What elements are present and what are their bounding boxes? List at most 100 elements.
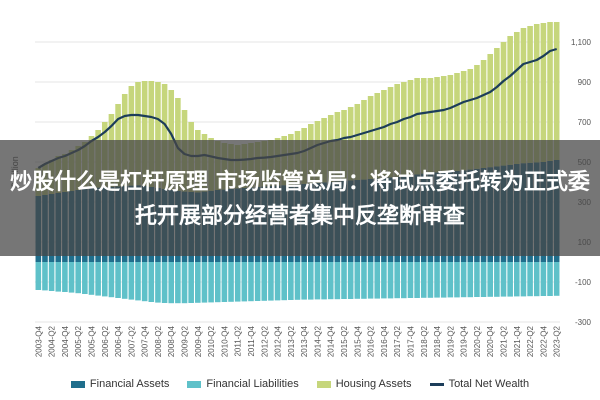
bar-housing-assets [161, 84, 168, 189]
bar-financial-liabilities [308, 262, 314, 300]
bar-financial-liabilities [520, 262, 527, 297]
x-tick-label: 2012-Q4 [274, 325, 283, 357]
y-tick-label: 700 [578, 118, 592, 127]
y-tick-label: -100 [575, 278, 592, 287]
x-tick-label: 2008-Q4 [167, 325, 176, 357]
bar-financial-liabilities [181, 262, 188, 304]
bar-financial-liabilities [195, 262, 201, 303]
x-tick-label: 2022-Q4 [539, 325, 548, 357]
bar-housing-assets [420, 78, 427, 174]
x-tick-label: 2014-Q2 [313, 325, 322, 357]
x-tick-label: 2013-Q4 [300, 325, 309, 357]
bar-housing-assets [520, 28, 527, 164]
bar-financial-liabilities [553, 262, 560, 296]
bar-housing-assets [540, 23, 547, 162]
bar-financial-liabilities [427, 262, 434, 298]
bar-housing-assets [407, 80, 414, 176]
bar-financial-liabilities [201, 262, 208, 303]
bar-housing-assets [454, 73, 460, 171]
x-tick-label: 2019-Q4 [460, 325, 469, 357]
bar-financial-liabilities [381, 262, 387, 299]
bar-housing-assets [533, 24, 540, 163]
bar-financial-liabilities [234, 262, 241, 302]
legend-item-financial-liabilities: Financial Liabilities [187, 378, 299, 390]
x-tick-label: 2018-Q2 [420, 325, 429, 357]
x-tick-label: 2011-Q4 [247, 325, 256, 356]
bar-financial-liabilities [407, 262, 414, 298]
bar-financial-liabilities [208, 262, 214, 303]
bar-housing-assets [507, 36, 513, 165]
bar-financial-liabilities [374, 262, 381, 299]
bar-housing-assets [387, 87, 394, 178]
bar-financial-liabilities [281, 262, 287, 301]
bar-financial-liabilities [460, 262, 467, 298]
bar-housing-assets [135, 82, 141, 186]
bar-financial-liabilities [75, 262, 81, 294]
bar-financial-liabilities [241, 262, 248, 302]
bar-financial-liabilities [62, 262, 68, 292]
bar-financial-liabilities [228, 262, 234, 302]
bar-financial-liabilities [42, 262, 48, 291]
bar-housing-assets [141, 81, 148, 186]
bar-housing-assets [480, 60, 487, 168]
bar-housing-assets [447, 75, 454, 172]
bar-housing-assets [527, 26, 533, 163]
bar-housing-assets [440, 76, 447, 172]
x-tick-label: 2006-Q4 [114, 325, 123, 357]
x-tick-label: 2020-Q2 [473, 325, 482, 357]
bar-financial-liabilities [168, 262, 175, 304]
bar-financial-liabilities [135, 262, 141, 301]
legend-label: Financial Liabilities [206, 378, 299, 390]
bar-financial-liabilities [55, 262, 62, 292]
bar-financial-liabilities [354, 262, 361, 299]
bar-housing-assets [427, 78, 434, 173]
bar-financial-liabilities [527, 262, 533, 297]
bar-financial-liabilities [314, 262, 321, 300]
x-tick-label: 2006-Q2 [101, 325, 110, 357]
bar-financial-liabilities [341, 262, 347, 299]
bar-financial-liabilities [141, 262, 148, 302]
bar-housing-assets [394, 84, 400, 177]
bar-financial-liabilities [214, 262, 221, 303]
legend-swatch [70, 380, 85, 388]
x-tick-label: 2014-Q4 [327, 325, 336, 357]
bar-financial-liabilities [48, 262, 55, 291]
bar-financial-liabilities [301, 262, 307, 300]
x-tick-label: 2005-Q4 [87, 325, 96, 357]
bar-financial-liabilities [494, 262, 500, 297]
x-tick-label: 2015-Q4 [353, 325, 362, 357]
legend-swatch [316, 380, 331, 388]
headline-banner[interactable]: 炒股什么是杠杆原理 市场监管总局：将试点委托转为正式委托开展部分经营者集中反垄断… [0, 140, 600, 256]
legend-item-total-net-wealth: Total Net Wealth [429, 378, 529, 390]
bar-housing-assets [467, 69, 474, 170]
bar-financial-liabilities [82, 262, 88, 294]
bar-financial-liabilities [321, 262, 327, 300]
bar-financial-liabilities [261, 262, 268, 301]
x-tick-label: 2019-Q2 [446, 325, 455, 357]
bar-housing-assets [460, 71, 467, 171]
headline-text[interactable]: 炒股什么是杠杆原理 市场监管总局：将试点委托转为正式委托开展部分经营者集中反垄断… [10, 170, 590, 229]
bar-financial-liabilities [121, 262, 128, 299]
bar-housing-assets [414, 78, 420, 175]
bar-financial-liabilities [101, 262, 108, 297]
x-tick-label: 2007-Q2 [127, 325, 136, 357]
bar-financial-liabilities [500, 262, 507, 297]
bar-housing-assets [553, 22, 560, 160]
bar-financial-liabilities [514, 262, 520, 297]
bar-housing-assets [487, 54, 494, 168]
bar-financial-liabilities [148, 262, 155, 302]
bar-financial-liabilities [434, 262, 440, 298]
bar-financial-liabilities [175, 262, 181, 304]
bar-financial-liabilities [334, 262, 341, 300]
bar-financial-liabilities [188, 262, 194, 303]
legend-swatch [429, 382, 444, 386]
bar-financial-liabilities [361, 262, 367, 299]
x-tick-label: 2012-Q2 [260, 325, 269, 357]
legend-label: Housing Assets [335, 378, 412, 390]
bar-financial-liabilities [367, 262, 374, 299]
x-tick-label: 2013-Q2 [287, 325, 296, 357]
bar-financial-liabilities [454, 262, 460, 298]
bar-financial-liabilities [414, 262, 420, 298]
bar-financial-liabilities [294, 262, 301, 300]
x-tick-label: 2017-Q2 [393, 325, 402, 357]
